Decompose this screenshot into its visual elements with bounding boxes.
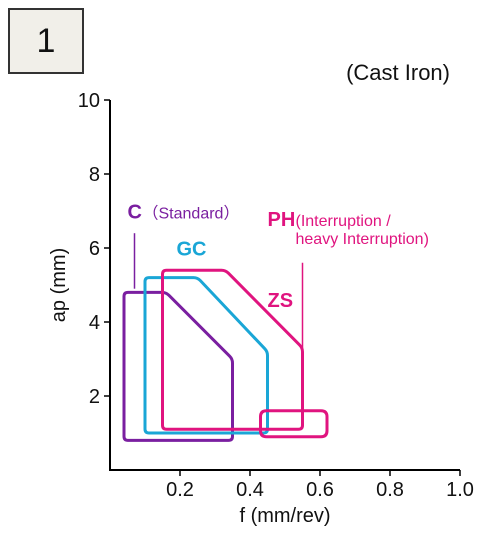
- series-sublabel-c: （Standard）: [143, 204, 240, 222]
- figure-tag: 1: [8, 8, 84, 74]
- ytick-label: 6: [89, 238, 100, 260]
- xtick-label: 0.6: [306, 479, 334, 501]
- series-label-gc: GC: [177, 238, 207, 260]
- xtick-label: 0.4: [236, 479, 264, 501]
- series-region-c: [124, 292, 233, 440]
- series-region-ph: [261, 411, 328, 437]
- xtick-label: 0.8: [376, 479, 404, 501]
- ylabel: ap (mm): [48, 248, 70, 322]
- xtick-label: 0.2: [166, 479, 194, 501]
- series-sublabel-ph: heavy Interruption): [296, 231, 429, 248]
- ytick-label: 10: [78, 90, 100, 112]
- ytick-label: 8: [89, 164, 100, 186]
- xtick-label: 1.0: [446, 479, 474, 501]
- figure-tag-label: 1: [37, 22, 56, 61]
- series-label-c: C: [128, 201, 142, 223]
- series-label-zs: ZS: [268, 290, 294, 312]
- xlabel: f (mm/rev): [239, 505, 330, 527]
- chart: 2468100.20.40.60.81.0f (mm/rev)ap (mm)C（…: [40, 90, 480, 510]
- chart-svg: 2468100.20.40.60.81.0f (mm/rev)ap (mm)C（…: [40, 90, 480, 510]
- series-sublabel-ph: (Interruption /: [296, 213, 392, 230]
- ytick-label: 2: [89, 386, 100, 408]
- series-label-ph: PH: [268, 209, 296, 231]
- material-label: (Cast Iron): [346, 60, 450, 86]
- ytick-label: 4: [89, 312, 100, 334]
